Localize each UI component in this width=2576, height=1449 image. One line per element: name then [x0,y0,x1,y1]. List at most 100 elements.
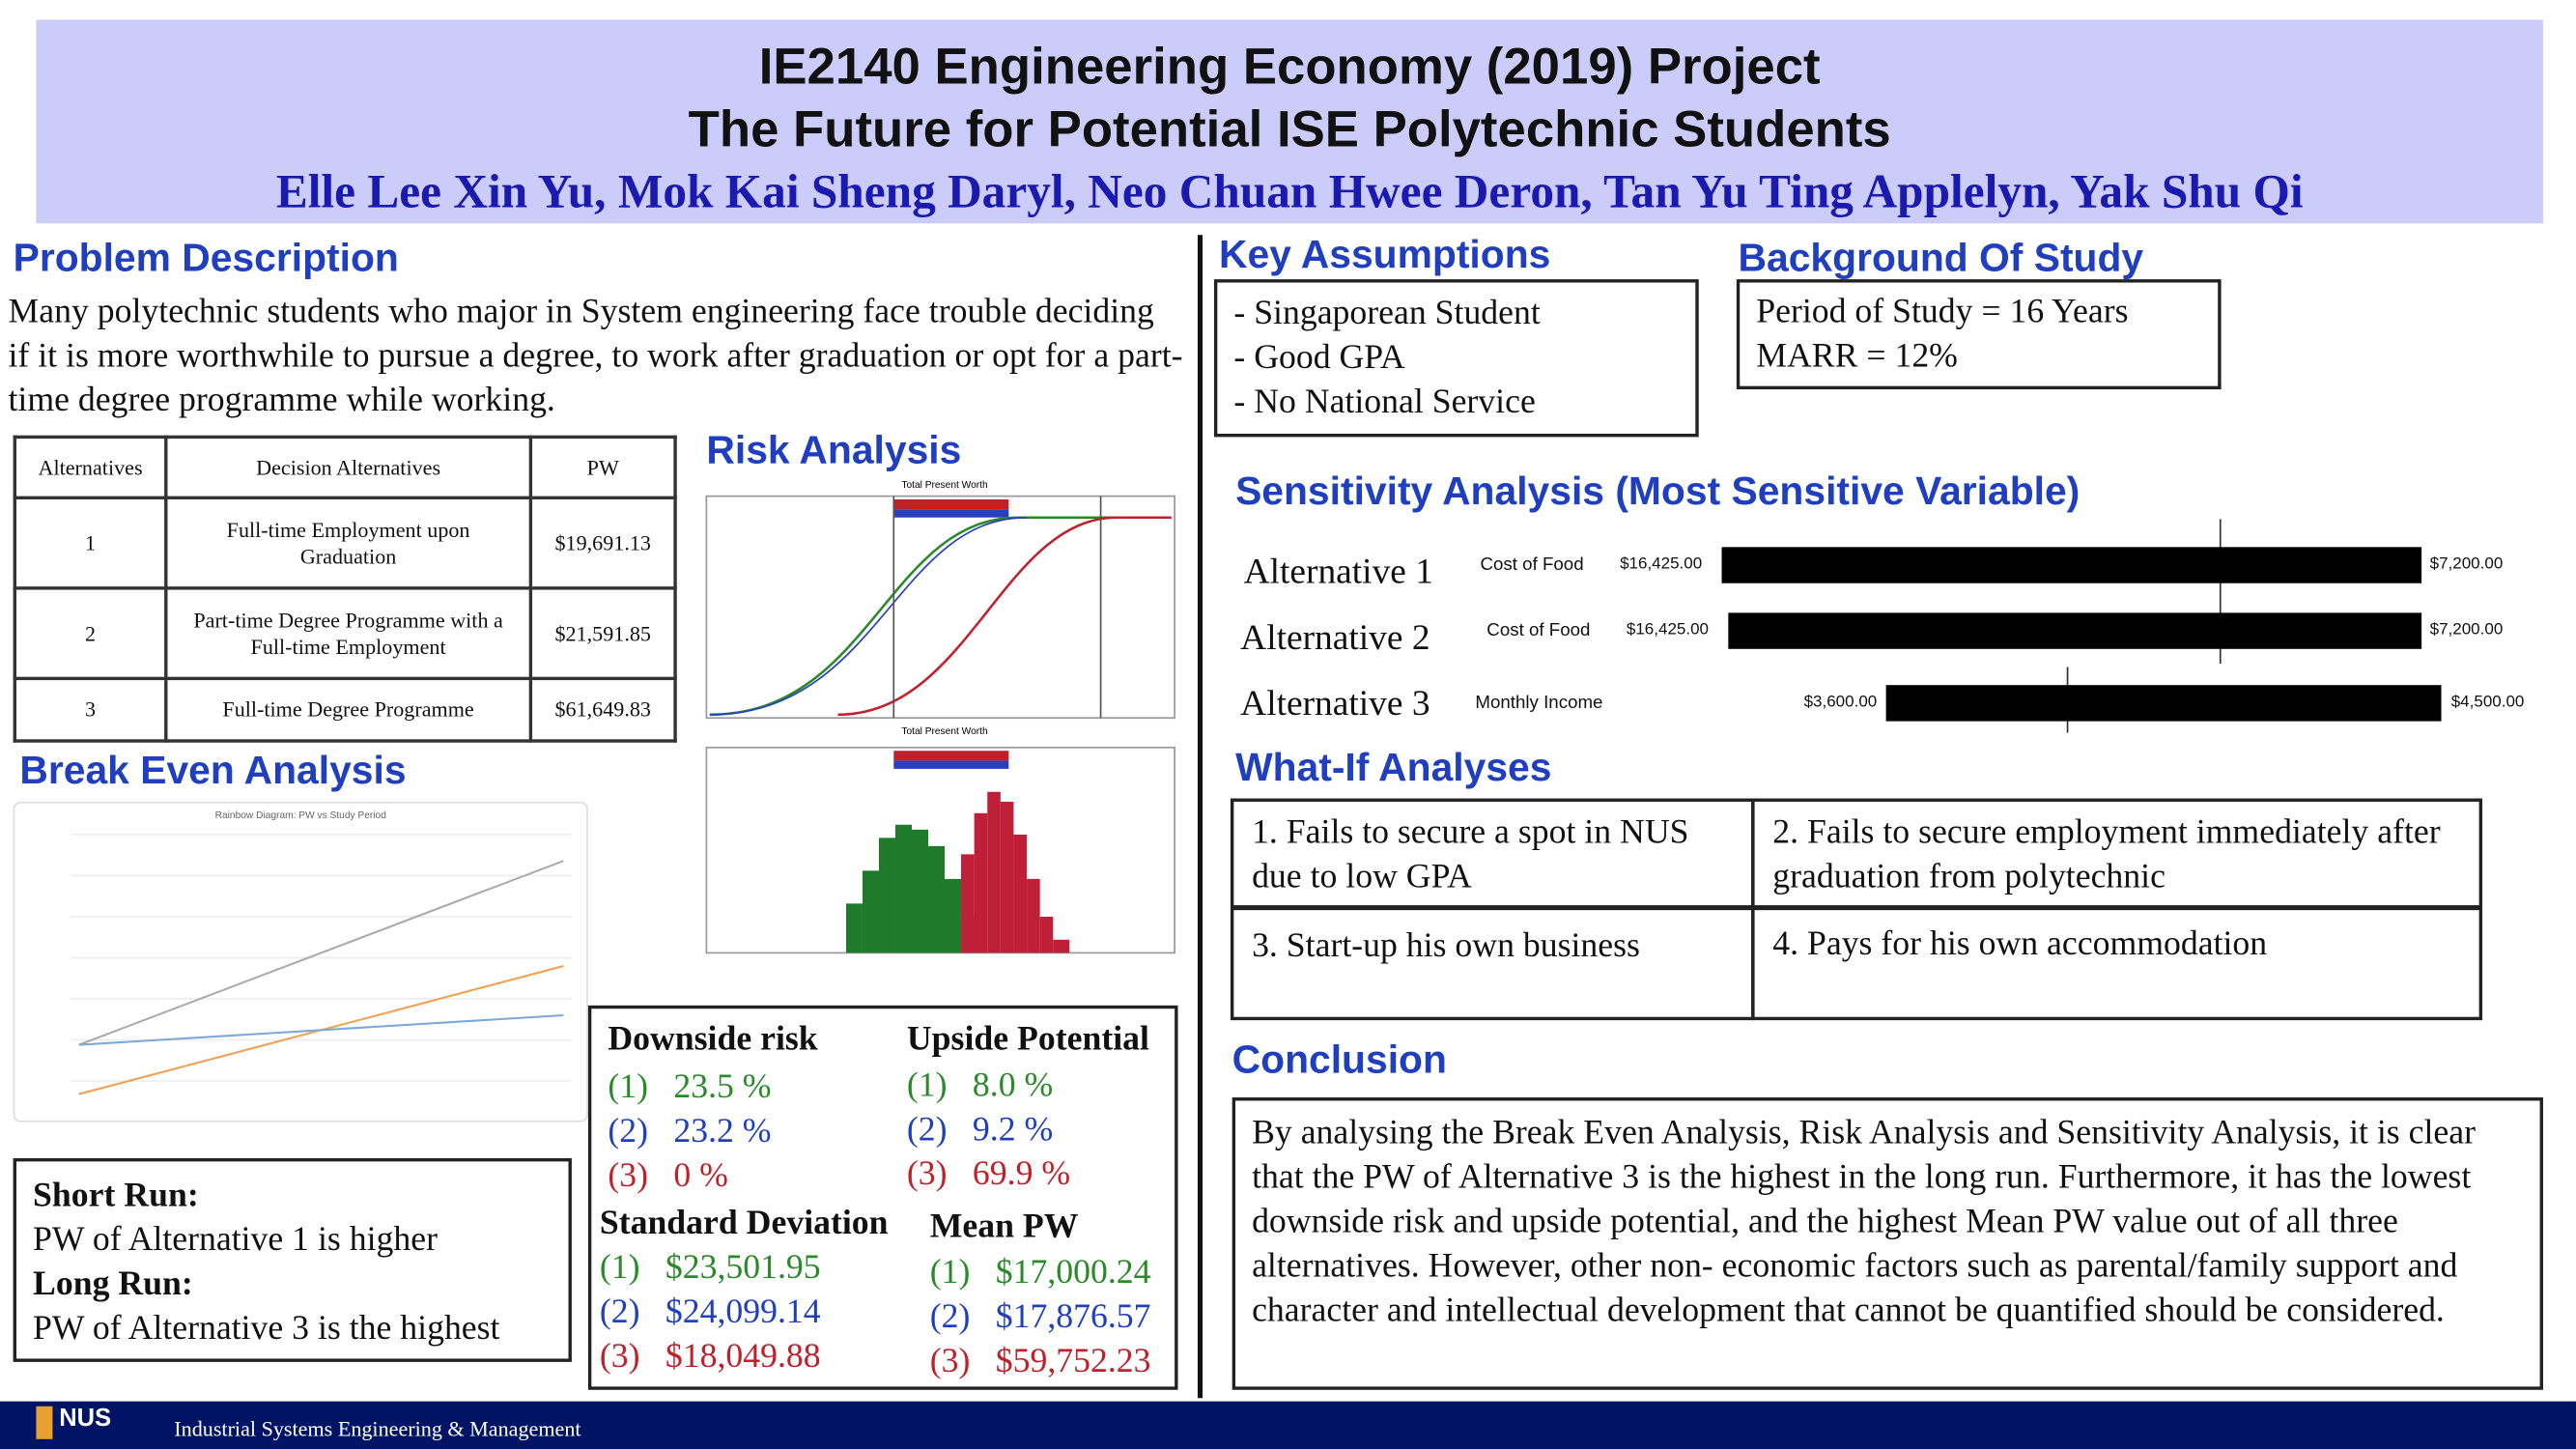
item: Period of Study = 16 Years [1756,291,2129,330]
heading: What-If Analyses [1235,746,1552,791]
pw-table: Alternatives Decision Alternatives PW 1 Ful… [13,435,677,743]
idx: (1) [599,1246,640,1287]
variable: Cost of Food [1486,620,1591,641]
conclusion-text: By analysing the Break Even Analysis, Ri… [1231,1097,2543,1390]
val: $18,049.88 [665,1335,821,1376]
stat: (2) 9.2 % [907,1107,1070,1151]
val: $17,876.57 [995,1295,1151,1336]
stat-list: (1) $23,501.95 (2) $24,099.14 (3) $18,049.8… [600,1245,821,1378]
cell: $61,649.83 [528,676,677,743]
stat-heading: Standard Deviation [599,1202,889,1242]
heading: Problem Description [13,236,399,281]
item: - Good GPA [1233,336,1405,377]
stat: (3) 69.9 % [907,1151,1070,1196]
low: $16,425.00 [1626,620,1710,639]
alt: Alternative 1 [1243,550,1433,592]
tornado-bar [1885,685,2442,722]
label: Long Run: [33,1263,193,1303]
authors: Elle Lee Xin Yu, Mok Kai Sheng Daryl, Ne… [275,165,2304,219]
chart-title: Total Present Worth [901,480,987,491]
val: 0 % [673,1154,728,1195]
risk-charts: Total Present Worth Total Present Worth [705,480,1175,954]
cell: $21,591.85 [528,586,677,681]
heading: Background Of Study [1738,236,2144,281]
stat-list: (1) 23.5 % (2) 23.2 % (3) 0 % [608,1065,771,1198]
tornado-bar [1721,547,2422,583]
val: 9.2 % [972,1108,1054,1149]
idx: (3) [906,1152,948,1193]
item: - Singaporean Student [1233,292,1541,332]
low: $16,425.00 [1620,554,1703,574]
axis-line [2219,519,2222,665]
idx: (2) [599,1291,640,1331]
alt: Alternative 2 [1240,615,1430,658]
heading: Sensitivity Analysis (Most Sensitive Var… [1235,469,2081,515]
text: PW of Alternative 3 is the highest [33,1307,500,1348]
stat: (3) $59,752.23 [930,1339,1151,1383]
heading: Key Assumptions [1219,233,1551,278]
stat: (3) 0 % [608,1153,771,1198]
what-if-item: 3. Start-up his own business [1230,906,1755,1021]
stat-list: (1) $17,000.24 (2) $17,876.57 (3) $59,752.2… [930,1250,1151,1383]
what-if-item: 4. Pays for his own accommodation [1751,906,2483,1021]
logo-shield [36,1406,53,1439]
title: IE2140 Engineering Economy (2019) Projec… [758,38,1821,96]
stat: (1) 8.0 % [907,1063,1070,1107]
label: Long Run [33,1263,182,1303]
stat-heading: Mean PW [929,1206,1079,1246]
idx: (2) [906,1108,948,1149]
label: Short Run: [33,1174,199,1214]
item: - No National Service [1233,381,1536,421]
assumptions-box: - Singaporean Student - Good GPA - No Na… [1213,279,1699,438]
high: $4,500.00 [2450,693,2525,712]
idx: (1) [608,1065,649,1106]
val: 23.2 % [673,1110,772,1151]
val: $23,501.95 [665,1246,821,1287]
low: $3,600.00 [1803,693,1878,712]
stat: (3) $18,049.88 [600,1334,821,1378]
idx: (1) [906,1065,948,1104]
val: $24,099.14 [665,1291,821,1331]
stat: (1) 23.5 % [608,1065,771,1109]
idx: (2) [608,1110,649,1151]
cell: 3 [13,676,168,743]
chart-title: Rainbow Diagram: PW vs Study Period [215,810,387,821]
stat: (2) $24,099.14 [600,1290,821,1334]
footer-text: Industrial Systems Engineering & Managem… [174,1415,581,1441]
idx: (2) [929,1295,971,1336]
label: Short Run [33,1174,187,1214]
what-if-item: 2. Fails to secure employment immediatel… [1751,798,2483,909]
high: $7,200.00 [2429,620,2504,639]
val: 8.0 % [972,1065,1054,1104]
cell: Part-time Degree Programme with a Full-t… [164,586,533,681]
runs-box: Short Run: PW of Alternative 1 is higher… [13,1157,572,1362]
heading: Break Even Analysis [19,749,407,794]
stat: (2) 23.2 % [608,1109,771,1153]
header: IE2140 Engineering Economy (2019) Projec… [36,19,2543,224]
divider [1197,235,1203,1399]
cell: $19,691.13 [528,496,677,590]
idx: (1) [929,1251,971,1292]
variable: Cost of Food [1480,554,1584,576]
idx: (3) [599,1335,640,1376]
cell: Full-time Degree Programme [164,676,533,743]
heading: Risk Analysis [706,428,962,473]
alt: Alternative 3 [1240,681,1430,724]
high: $7,200.00 [2429,554,2504,574]
variable: Monthly Income [1475,693,1603,714]
val: 69.9 % [972,1152,1071,1193]
text: PW of Alternative 1 is higher [33,1218,438,1259]
tornado-bar [1728,612,2422,649]
problem-text: Many polytechnic students who major in S… [8,291,1183,419]
val: $59,752.23 [995,1340,1151,1380]
stat: (1) $23,501.95 [600,1245,821,1290]
logo: NUS [59,1405,112,1433]
stats-box: Downside risk (1) 23.5 % (2) 23.2 % (3) 0 %… [587,1005,1178,1390]
th: PW [528,435,677,500]
chart-title: Total Present Worth [901,726,987,737]
stat-heading: Upside Potential [906,1018,1149,1059]
background-box: Period of Study = 16 Years MARR = 12% [1736,279,2222,390]
val: 23.5 % [673,1065,772,1106]
